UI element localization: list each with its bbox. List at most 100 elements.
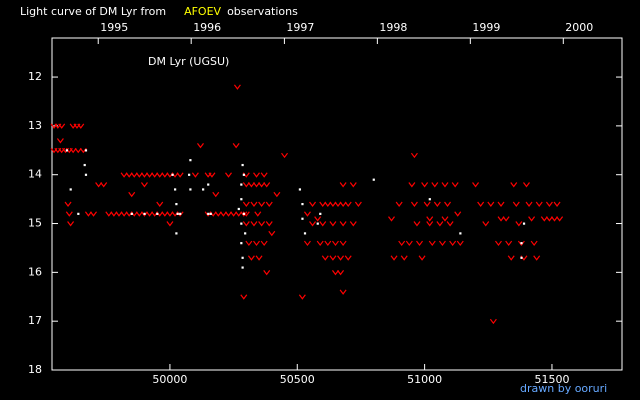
point-upper-limit xyxy=(410,152,418,159)
point-upper-limit xyxy=(303,240,311,247)
plot-frame xyxy=(51,37,623,371)
point-upper-limit xyxy=(253,182,260,188)
point-upper-limit xyxy=(337,255,345,261)
point-upper-limit xyxy=(410,201,418,207)
point xyxy=(156,212,159,215)
point-upper-limit xyxy=(265,201,273,207)
point-upper-limit xyxy=(349,182,357,188)
x-tick-label: 51000 xyxy=(407,373,442,386)
point-upper-limit xyxy=(128,191,136,198)
point-upper-limit xyxy=(456,240,464,247)
point-upper-limit xyxy=(233,84,241,90)
point-upper-limit xyxy=(556,216,564,222)
point-upper-limit xyxy=(441,216,449,222)
point xyxy=(298,188,302,191)
point-upper-limit xyxy=(260,172,268,178)
point-upper-limit xyxy=(507,255,515,261)
point-upper-limit xyxy=(250,201,258,207)
point-upper-limit xyxy=(525,201,533,207)
point-upper-limit xyxy=(191,172,199,178)
point xyxy=(77,212,80,215)
point-upper-limit xyxy=(242,221,250,227)
point-upper-limit xyxy=(77,123,85,129)
point-upper-limit xyxy=(339,221,347,227)
point-upper-limit xyxy=(535,201,543,207)
point xyxy=(240,198,243,201)
point-upper-limit xyxy=(423,201,431,207)
point xyxy=(301,217,304,220)
point-upper-limit xyxy=(349,221,357,227)
point-upper-limit xyxy=(449,240,457,247)
point-upper-limit xyxy=(212,191,220,198)
point-upper-limit xyxy=(551,216,558,222)
point-upper-limit xyxy=(242,182,250,188)
point-upper-limit xyxy=(331,240,339,247)
point-upper-limit xyxy=(140,182,148,188)
point-upper-limit xyxy=(433,201,441,207)
point xyxy=(175,232,178,235)
point xyxy=(301,203,304,206)
point-upper-limit xyxy=(90,211,97,217)
point-upper-limit xyxy=(265,221,273,227)
point-upper-limit xyxy=(258,201,266,207)
point-upper-limit xyxy=(324,240,332,247)
point-upper-limit xyxy=(329,221,337,227)
point xyxy=(143,212,146,215)
point-upper-limit xyxy=(303,211,311,217)
point-upper-limit xyxy=(436,221,444,227)
point-upper-limit xyxy=(258,182,266,188)
point-upper-limit xyxy=(438,240,446,247)
point xyxy=(209,212,212,215)
point-upper-limit xyxy=(416,240,423,247)
point-upper-limit xyxy=(166,211,174,217)
point-upper-limit xyxy=(254,211,262,217)
point-upper-limit xyxy=(324,201,332,207)
x2-tick-label: 1998 xyxy=(379,21,407,34)
point xyxy=(175,203,178,206)
point-upper-limit xyxy=(176,172,184,178)
point-upper-limit xyxy=(321,255,329,261)
point xyxy=(202,188,205,191)
y-tick-label: 12 xyxy=(28,70,42,83)
point-upper-limit xyxy=(446,221,454,227)
point-upper-limit xyxy=(230,211,238,217)
point-upper-limit xyxy=(441,182,449,188)
chart-title: Light curve of DM Lyr from xyxy=(20,5,166,18)
point-upper-limit xyxy=(140,211,148,217)
x-tick-label: 50500 xyxy=(280,373,315,386)
point-upper-limit xyxy=(390,255,398,261)
point-upper-limit xyxy=(110,211,118,217)
point-upper-limit xyxy=(523,182,530,188)
point-upper-limit xyxy=(235,211,243,217)
point-upper-limit xyxy=(505,240,513,247)
x2-tick-label: 1999 xyxy=(472,21,500,34)
point-upper-limit xyxy=(451,182,459,188)
point xyxy=(176,212,179,215)
y-tick-label: 14 xyxy=(28,168,42,181)
y-tick-label: 17 xyxy=(28,314,42,327)
point-upper-limit xyxy=(428,240,436,247)
point-upper-limit xyxy=(135,211,143,217)
annotation: DM Lyr (UGSU) xyxy=(148,55,229,68)
point-upper-limit xyxy=(426,216,434,222)
point-upper-limit xyxy=(219,211,227,217)
point-upper-limit xyxy=(69,147,77,154)
point xyxy=(84,173,88,176)
point-upper-limit xyxy=(472,182,480,188)
point xyxy=(240,242,243,245)
point-upper-limit xyxy=(339,201,347,207)
point-upper-limit xyxy=(339,182,347,188)
point-upper-limit xyxy=(497,216,505,222)
point xyxy=(242,173,245,176)
point-upper-limit xyxy=(120,172,128,178)
point-upper-limit xyxy=(140,172,148,178)
point xyxy=(241,163,244,167)
point-upper-limit xyxy=(388,216,395,222)
point-upper-limit xyxy=(316,240,324,247)
point-upper-limit xyxy=(339,240,347,247)
point-upper-limit xyxy=(161,211,169,217)
point xyxy=(188,173,191,176)
point-upper-limit xyxy=(56,138,64,144)
x-tick-label: 50000 xyxy=(152,373,187,386)
point-upper-limit xyxy=(255,255,263,261)
